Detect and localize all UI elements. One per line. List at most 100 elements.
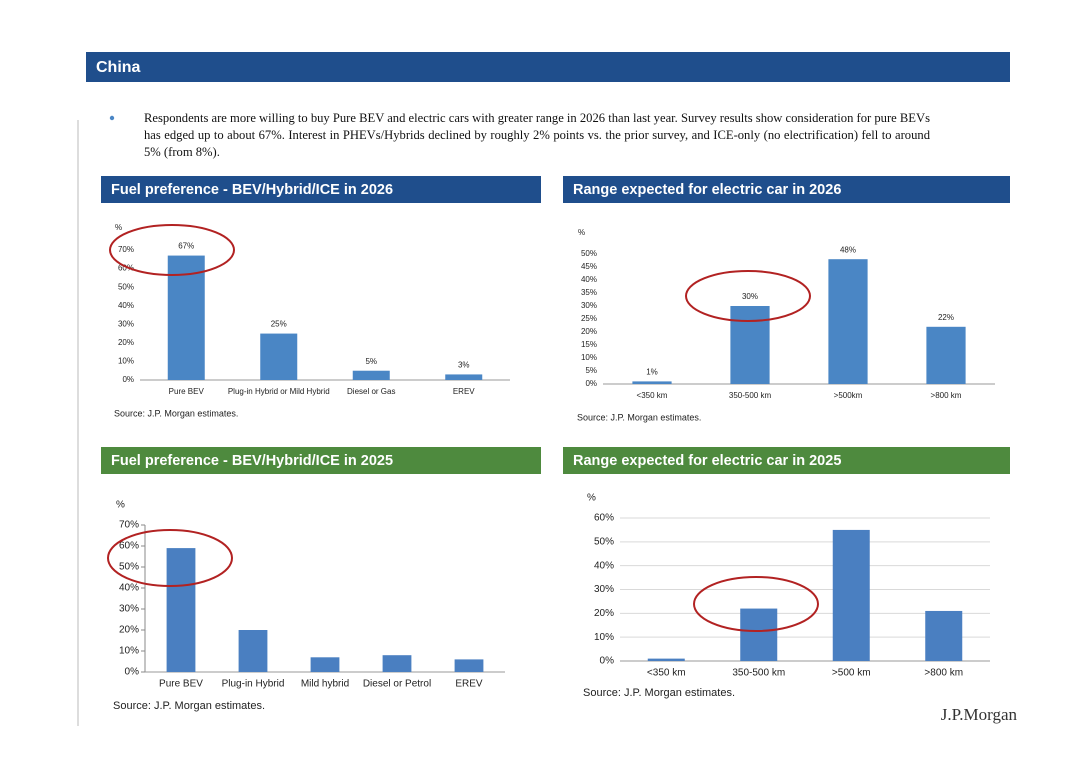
data-label: 67% — [178, 242, 194, 251]
x-tick-label: >800 km — [924, 668, 963, 679]
chart-title: Range expected for electric car in 2026 — [573, 182, 841, 198]
y-tick-label: 30% — [581, 301, 597, 310]
y-tick-label: 70% — [119, 520, 139, 531]
bar — [832, 529, 870, 661]
source: Source: J.P. Morgan estimates. — [577, 412, 701, 422]
y-tick-label: 10% — [594, 632, 614, 643]
y-tick-label: 15% — [581, 340, 597, 349]
chart-title: Fuel preference - BEV/Hybrid/ICE in 2026 — [111, 182, 393, 198]
x-tick-label: 350-500 km — [732, 668, 785, 679]
bar — [445, 374, 483, 380]
y-tick-label: 35% — [581, 288, 597, 297]
y-axis-label: % — [578, 228, 585, 237]
y-tick-label: 60% — [118, 264, 134, 273]
y-tick-label: 40% — [581, 275, 597, 284]
source: Source: J.P. Morgan estimates. — [583, 687, 735, 699]
bar — [260, 333, 298, 380]
y-tick-label: 0% — [600, 656, 615, 667]
x-tick-label: Plug-in Hybrid — [222, 679, 285, 690]
y-axis-label: % — [587, 493, 596, 504]
y-tick-label: 25% — [581, 314, 597, 323]
y-tick-label: 40% — [119, 583, 139, 594]
section-bar — [101, 447, 541, 474]
y-tick-label: 50% — [581, 249, 597, 258]
y-tick-label: 5% — [585, 366, 597, 375]
source: Source: J.P. Morgan estimates. — [113, 700, 265, 712]
y-tick-label: 30% — [594, 584, 614, 595]
chart-title: Range expected for electric car in 2025 — [573, 453, 841, 469]
bar — [310, 657, 340, 672]
bar — [238, 630, 268, 672]
data-label: 5% — [365, 357, 377, 366]
x-tick-label: <350 km — [647, 668, 686, 679]
y-tick-label: 40% — [118, 301, 134, 310]
y-tick-label: 0% — [125, 667, 140, 678]
section-bar — [563, 447, 1010, 474]
data-label: 30% — [742, 292, 758, 301]
y-tick-label: 30% — [118, 319, 134, 328]
x-tick-label: Pure BEV — [159, 679, 203, 690]
x-tick-label: Pure BEV — [169, 387, 205, 396]
bullet-dot — [109, 115, 115, 121]
y-tick-label: 20% — [118, 338, 134, 347]
bar — [740, 608, 778, 661]
bar — [647, 658, 685, 661]
y-tick-label: 45% — [581, 262, 597, 271]
highlight-circle — [109, 224, 235, 276]
y-tick-label: 40% — [594, 560, 614, 571]
y-tick-label: 50% — [594, 536, 614, 547]
x-tick-label: >500 km — [832, 668, 871, 679]
bar — [828, 259, 868, 384]
chart-title: Fuel preference - BEV/Hybrid/ICE in 2025 — [111, 453, 393, 469]
y-tick-label: 60% — [594, 513, 614, 524]
x-tick-label: <350 km — [637, 391, 668, 400]
x-tick-label: Mild hybrid — [301, 679, 349, 690]
y-tick-label: 70% — [118, 245, 134, 254]
section-bar — [101, 176, 541, 203]
header-title: China — [96, 59, 141, 76]
highlight-circle — [107, 529, 233, 587]
y-tick-label: 0% — [122, 375, 134, 384]
y-axis-label: % — [116, 500, 125, 511]
data-label: 48% — [840, 245, 856, 254]
y-tick-label: 30% — [119, 604, 139, 615]
bullet-text: Respondents are more willing to buy Pure… — [144, 111, 930, 159]
bar — [352, 370, 390, 380]
data-label: 1% — [646, 368, 658, 377]
highlight-circle — [685, 270, 811, 322]
x-tick-label: Diesel or Gas — [347, 387, 395, 396]
logo: J.P.Morgan — [941, 705, 1018, 724]
x-tick-label: EREV — [455, 679, 483, 690]
y-tick-label: 20% — [119, 625, 139, 636]
x-tick-label: 350-500 km — [729, 391, 772, 400]
y-tick-label: 10% — [581, 353, 597, 362]
x-tick-label: Diesel or Petrol — [363, 679, 431, 690]
bar — [166, 548, 196, 672]
x-tick-label: >800 km — [931, 391, 962, 400]
header-bar — [86, 52, 1010, 82]
bar — [167, 255, 205, 380]
bar — [925, 610, 963, 661]
y-tick-label: 10% — [119, 646, 139, 657]
y-tick-label: 50% — [118, 282, 134, 291]
section-bar — [563, 176, 1010, 203]
y-tick-label: 60% — [119, 541, 139, 552]
x-tick-label: EREV — [453, 387, 475, 396]
bar — [454, 659, 484, 672]
y-tick-label: 20% — [594, 608, 614, 619]
y-tick-label: 0% — [585, 379, 597, 388]
source: Source: J.P. Morgan estimates. — [114, 408, 238, 418]
bar — [730, 306, 770, 384]
y-tick-label: 20% — [581, 327, 597, 336]
x-tick-label: Plug-in Hybrid or Mild Hybrid — [228, 387, 330, 396]
data-label: 22% — [938, 313, 954, 322]
highlight-circle — [693, 576, 819, 632]
data-label: 25% — [271, 320, 287, 329]
bar — [926, 326, 966, 384]
y-tick-label: 50% — [119, 562, 139, 573]
bar — [382, 655, 412, 672]
x-tick-label: >500km — [834, 391, 863, 400]
y-tick-label: 10% — [118, 357, 134, 366]
